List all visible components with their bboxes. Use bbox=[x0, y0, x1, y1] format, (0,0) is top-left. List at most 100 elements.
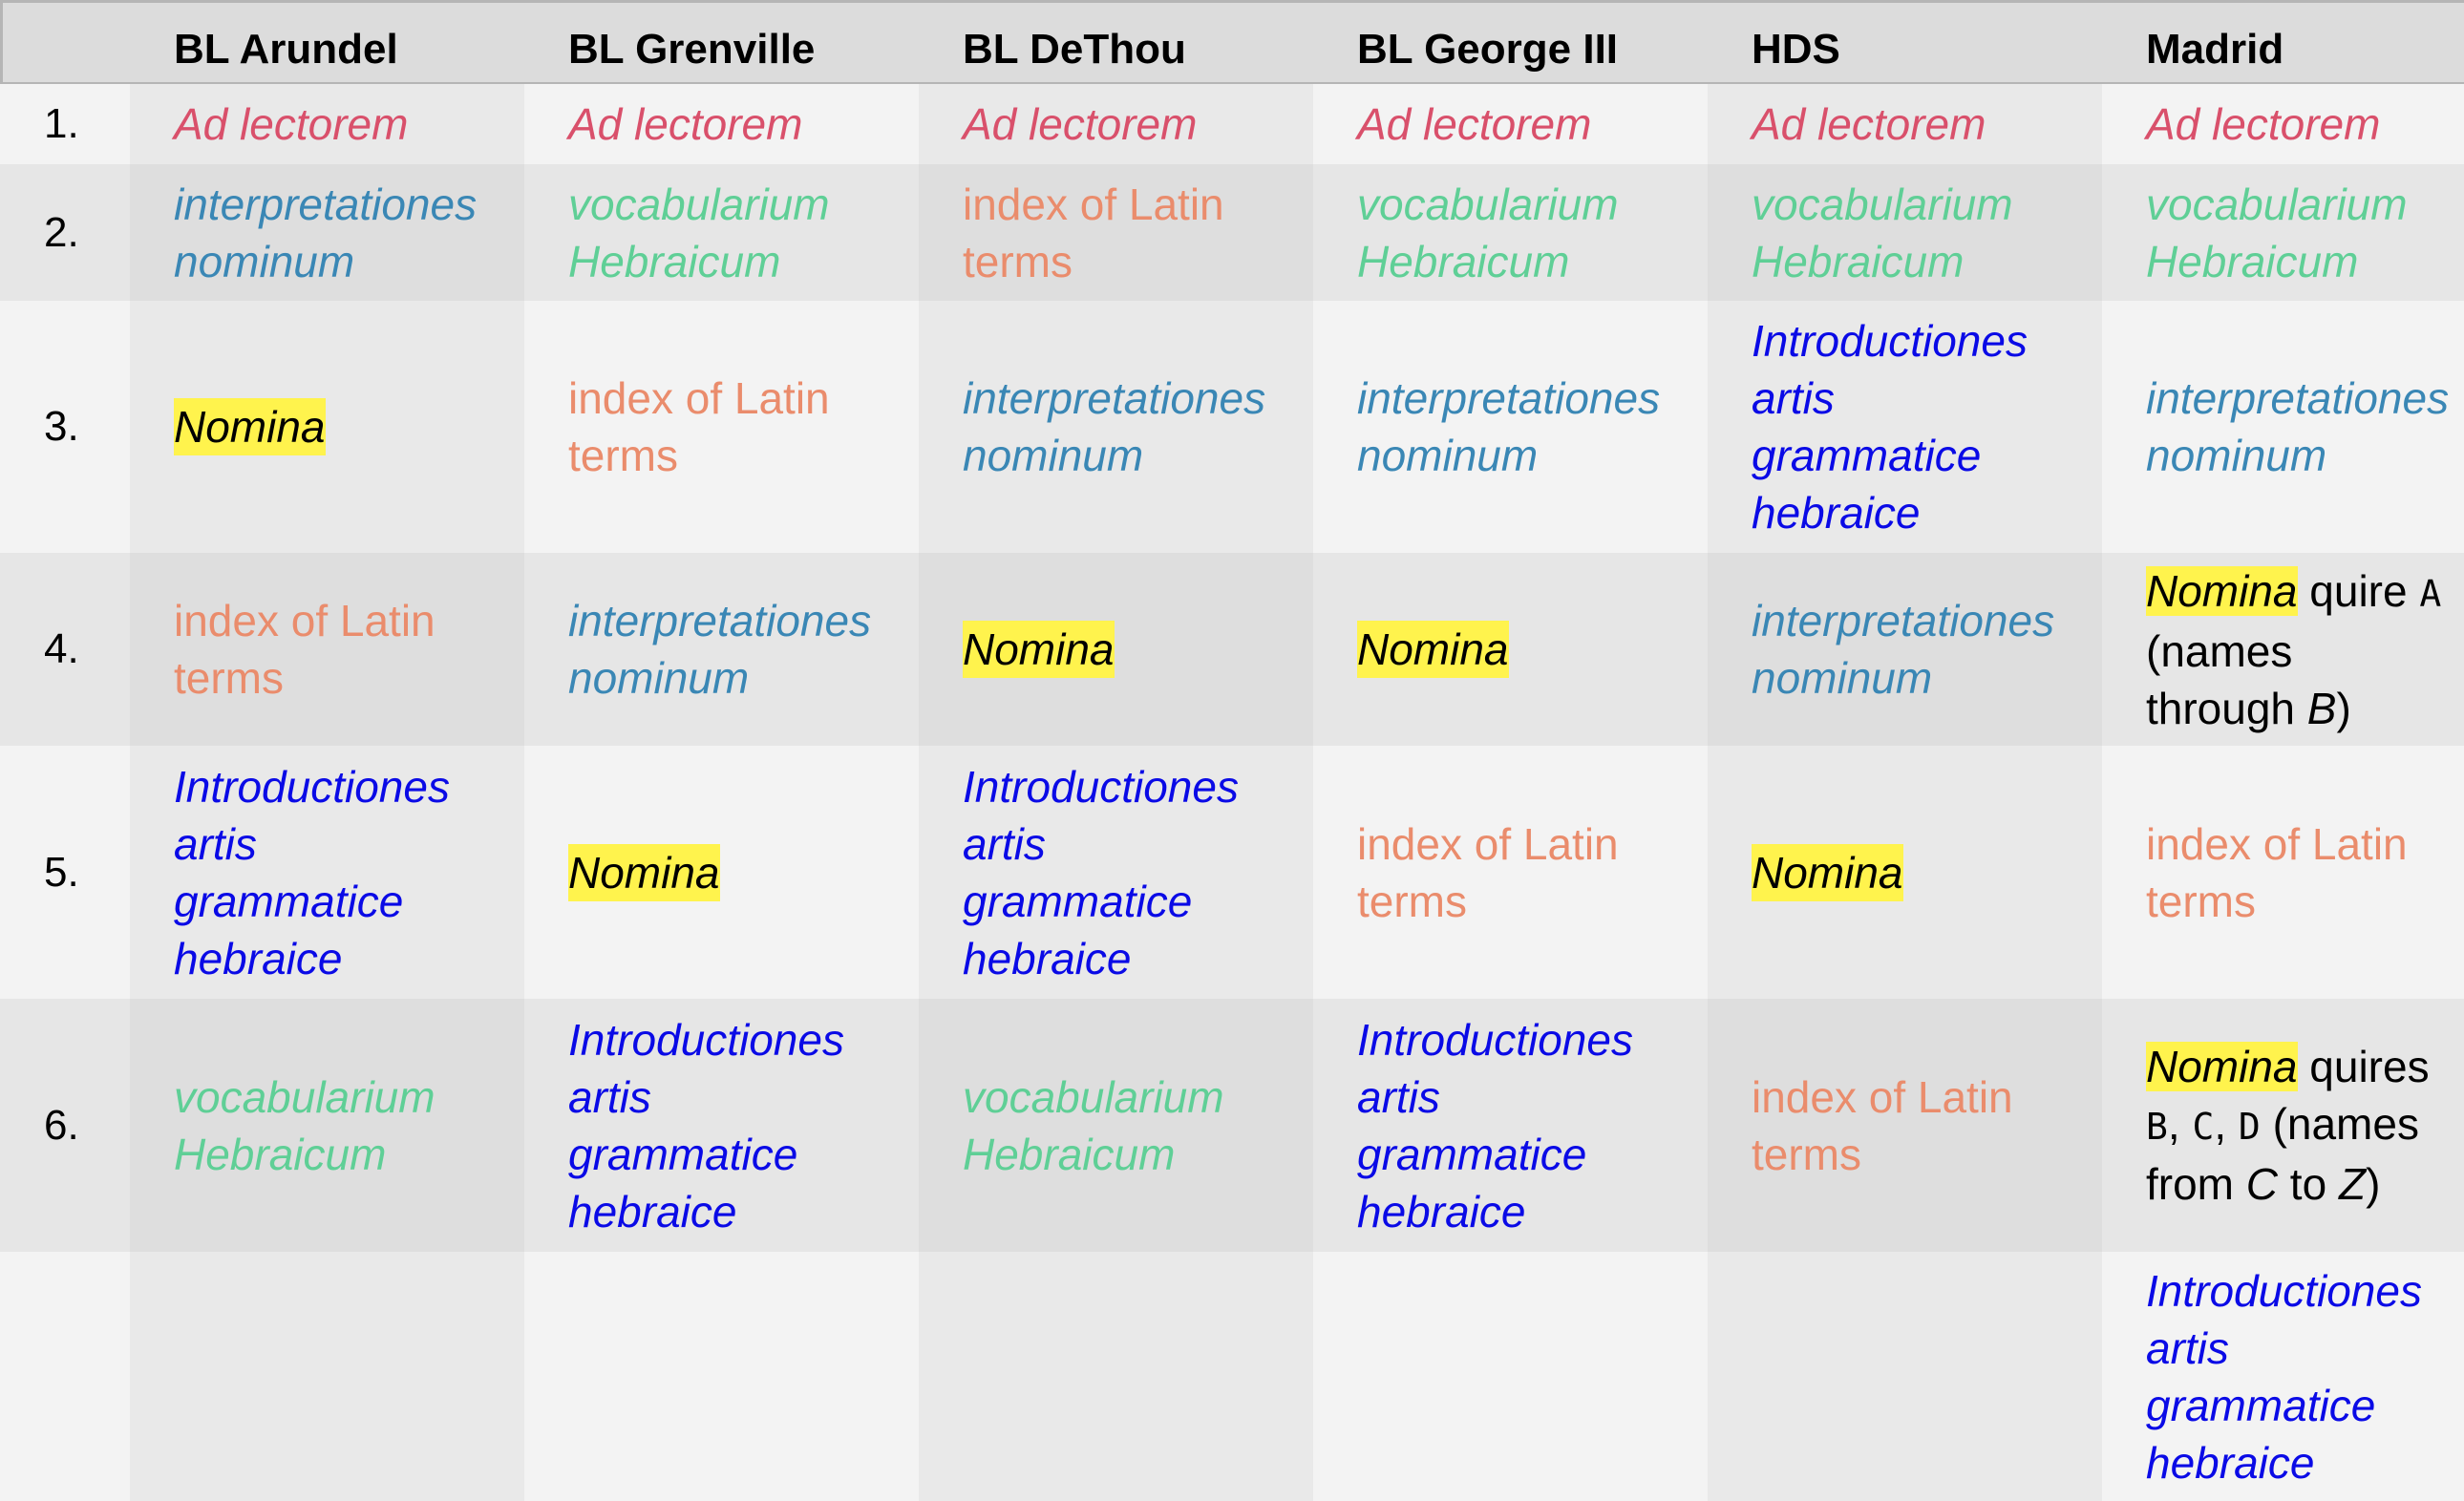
intro-line: artis bbox=[2146, 1322, 2229, 1373]
intro-line: artis bbox=[568, 1071, 651, 1122]
table-cell: interpretationes nominum bbox=[919, 301, 1313, 553]
vocab-line: vocabularium bbox=[568, 179, 830, 229]
note-text: through bbox=[2146, 683, 2307, 733]
table-cell: Introductiones artis grammatice hebraice bbox=[1708, 301, 2102, 553]
index-line: terms bbox=[2146, 876, 2256, 926]
intro-line: hebraice bbox=[1357, 1186, 1526, 1237]
intro-line: grammatice bbox=[2146, 1380, 2376, 1430]
header-madrid: Madrid bbox=[2102, 0, 2464, 84]
note-text: ) bbox=[2366, 1159, 2381, 1209]
intro-line: Introductiones bbox=[568, 1014, 844, 1065]
intro-line: Introductiones bbox=[1752, 316, 2028, 366]
row-number: 1. bbox=[0, 84, 130, 164]
nomina-highlight: Nomina bbox=[963, 621, 1115, 678]
table-cell: Introductiones artis grammatice hebraice bbox=[919, 746, 1313, 999]
intro-line: hebraice bbox=[568, 1186, 737, 1237]
table-cell: index of Latin terms bbox=[2102, 746, 2464, 999]
vocab-line: vocabularium bbox=[963, 1071, 1224, 1122]
note-text: ) bbox=[2336, 683, 2351, 733]
interp-line: nominum bbox=[1752, 653, 1933, 703]
note-text: (names bbox=[2260, 1099, 2419, 1149]
interp-line: nominum bbox=[568, 653, 750, 703]
vocab-line: Hebraicum bbox=[1752, 236, 1965, 286]
header-bl-george-iii: BL George III bbox=[1313, 0, 1708, 84]
vocab-line: vocabularium bbox=[1357, 179, 1619, 229]
table-cell: index of Latin terms bbox=[524, 301, 919, 553]
intro-line: artis bbox=[1752, 373, 1835, 423]
interp-line: nominum bbox=[2146, 431, 2327, 480]
intro-line: hebraice bbox=[963, 933, 1132, 983]
quire-letter: D bbox=[2238, 1106, 2261, 1148]
table-cell: Nomina bbox=[1313, 553, 1708, 746]
note-letter: Z bbox=[2338, 1159, 2367, 1209]
note-text: quire bbox=[2297, 565, 2420, 616]
ad-lectorem-text: Ad lectorem bbox=[1357, 99, 1592, 149]
index-line: index of Latin bbox=[2146, 818, 2408, 869]
table-cell: Introductiones artis grammatice hebraice bbox=[524, 999, 919, 1252]
vocab-line: Hebraicum bbox=[568, 236, 781, 286]
row-number: 2. bbox=[0, 164, 130, 301]
ad-lectorem-text: Ad lectorem bbox=[1752, 99, 1986, 149]
header-bl-dethou: BL DeThou bbox=[919, 0, 1313, 84]
intro-line: grammatice bbox=[174, 876, 404, 926]
nomina-highlight: Nomina bbox=[568, 843, 720, 901]
index-line: index of Latin bbox=[568, 373, 830, 423]
note-letter: C bbox=[2245, 1159, 2279, 1209]
table-cell: vocabularium Hebraicum bbox=[524, 164, 919, 301]
table-cell: Ad lectorem bbox=[130, 84, 524, 164]
index-line: terms bbox=[1357, 876, 1467, 926]
table-cell: Nomina bbox=[1708, 746, 2102, 999]
nomina-highlight: Nomina bbox=[1752, 843, 1903, 901]
table-cell: Ad lectorem bbox=[919, 84, 1313, 164]
note-text: quires bbox=[2297, 1042, 2430, 1091]
table-cell: Nomina bbox=[524, 746, 919, 999]
header-bl-grenville: BL Grenville bbox=[524, 0, 919, 84]
interp-line: nominum bbox=[963, 431, 1144, 480]
table-cell bbox=[1708, 1252, 2102, 1501]
nomina-highlight: Nomina bbox=[174, 398, 326, 455]
row-number: 4. bbox=[0, 553, 130, 746]
ad-lectorem-text: Ad lectorem bbox=[2146, 99, 2381, 149]
ad-lectorem-text: Ad lectorem bbox=[568, 99, 803, 149]
table-cell: Ad lectorem bbox=[1313, 84, 1708, 164]
intro-line: Introductiones bbox=[963, 761, 1239, 812]
vocab-line: Hebraicum bbox=[963, 1129, 1176, 1179]
vocab-line: Hebraicum bbox=[1357, 236, 1570, 286]
index-line: terms bbox=[174, 653, 284, 703]
table-cell: interpretationes nominum bbox=[1708, 553, 2102, 746]
intro-line: artis bbox=[1357, 1071, 1440, 1122]
row-number: 6. bbox=[0, 999, 130, 1252]
intro-line: artis bbox=[963, 818, 1046, 869]
intro-line: artis bbox=[174, 818, 257, 869]
intro-line: hebraice bbox=[1752, 488, 1921, 538]
table-cell: interpretationes nominum bbox=[130, 164, 524, 301]
index-line: index of Latin bbox=[1357, 818, 1619, 869]
interp-line: interpretationes bbox=[2146, 373, 2450, 423]
table-cell bbox=[919, 1252, 1313, 1501]
table-cell: Introductiones artis grammatice hebraice bbox=[1313, 999, 1708, 1252]
vocab-line: Hebraicum bbox=[174, 1129, 387, 1179]
index-line: terms bbox=[1752, 1129, 1861, 1179]
index-line: terms bbox=[963, 236, 1073, 286]
index-line: index of Latin bbox=[174, 596, 435, 645]
nomina-highlight: Nomina bbox=[2146, 565, 2298, 616]
table-cell: Introductiones artis grammatice hebraice bbox=[2102, 1252, 2464, 1501]
intro-line: hebraice bbox=[174, 933, 343, 983]
table-cell: interpretationes nominum bbox=[524, 553, 919, 746]
table-cell: Nomina quires B, C, D (names from C to Z… bbox=[2102, 999, 2464, 1252]
table-cell: interpretationes nominum bbox=[2102, 301, 2464, 553]
index-line: terms bbox=[568, 431, 678, 480]
note-text: , bbox=[2214, 1099, 2239, 1149]
interp-line: interpretationes bbox=[568, 596, 872, 645]
table-cell: Introductiones artis grammatice hebraice bbox=[130, 746, 524, 999]
madrid-note-row6: Nomina quires B, C, D (names from C to Z… bbox=[2146, 1038, 2430, 1213]
index-line: index of Latin bbox=[1752, 1071, 2013, 1122]
intro-line: grammatice bbox=[1357, 1129, 1587, 1179]
row-number: 3. bbox=[0, 301, 130, 553]
header-bl-arundel: BL Arundel bbox=[130, 0, 524, 84]
table-cell: index of Latin terms bbox=[130, 553, 524, 746]
table-cell: Nomina bbox=[919, 553, 1313, 746]
quire-letter: A bbox=[2419, 572, 2442, 615]
header-corner bbox=[0, 0, 130, 84]
